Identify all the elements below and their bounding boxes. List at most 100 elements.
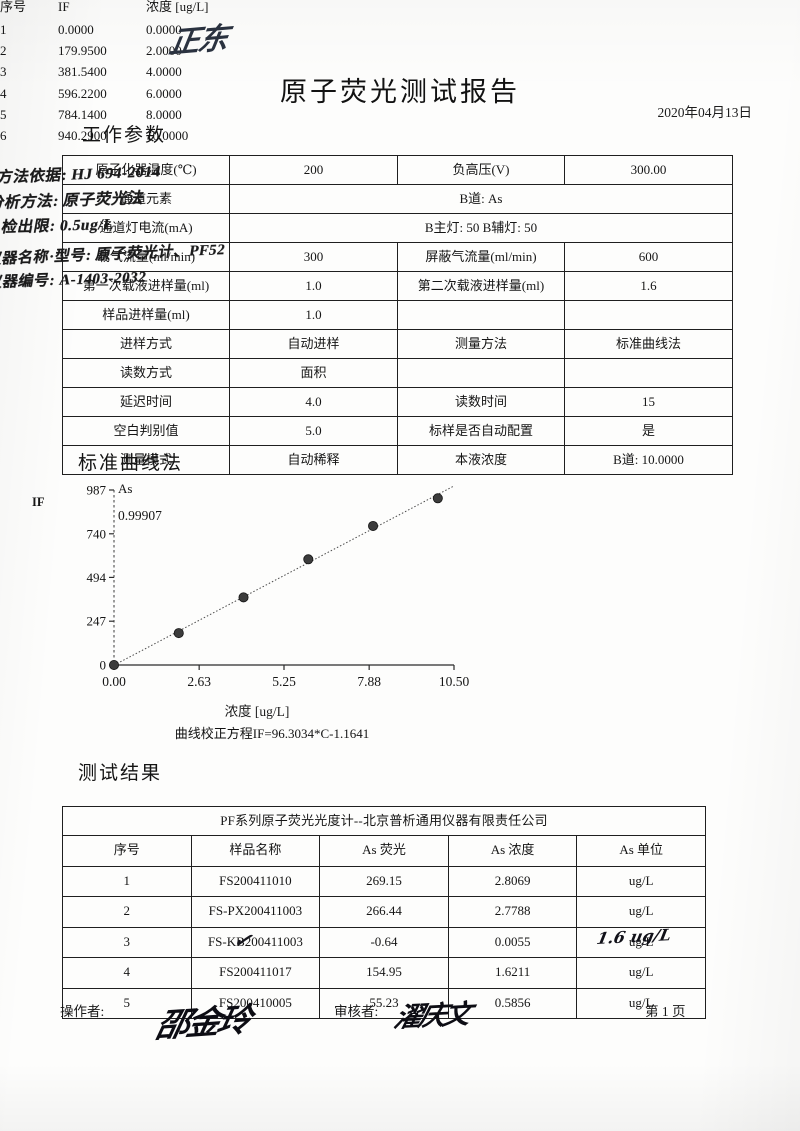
instrument-company: PF系列原子荧光光度计--北京普析通用仪器有限责任公司 <box>62 806 706 836</box>
param-label: 第一次载液进样量(ml) <box>62 271 230 301</box>
as-fluorescence: 269.15 <box>319 865 449 897</box>
sample-name: FS200410005 <box>190 987 321 1019</box>
chart-y-tick-label: 247 <box>87 614 107 629</box>
chart-correlation-value: 0.99907 <box>118 508 162 523</box>
page-title: 原子荧光测试报告 <box>280 77 520 107</box>
as-unit: ug/L <box>576 865 706 897</box>
param-label-2: 第二次载液进样量(ml) <box>397 271 565 301</box>
chart-y-tick-label: 0 <box>100 658 107 673</box>
param-label: 测量模式 <box>62 445 230 475</box>
calibration-chart: 0 247 494 740 987 0.00 2.63 5.25 7.88 10.50 <box>62 480 482 720</box>
operator-label: 操作者: <box>60 1004 105 1019</box>
param-value-2 <box>564 300 733 330</box>
chart-x-ticks: 0.00 2.63 5.25 7.88 10.50 <box>102 665 469 689</box>
param-value-wide: B道: As <box>229 184 733 214</box>
list-item: 5 784.1400 8.0000 <box>0 108 232 129</box>
param-value-2 <box>564 358 733 388</box>
param-label-2: 负高压(V) <box>397 155 565 185</box>
sample-name: FS-PX200411003 <box>190 896 321 928</box>
result-index: 2 <box>62 896 192 928</box>
table-row: 通道灯电流(mA) B主灯: 50 B辅灯: 50 <box>62 213 733 243</box>
as-unit: ug/L <box>576 896 706 928</box>
sample-name: FS200411017 <box>190 957 321 989</box>
as-unit: ug/L <box>576 987 706 1019</box>
result-column-header: As 单位 <box>576 835 706 867</box>
chart-data-points <box>109 493 443 670</box>
chart-y-tick-label: 494 <box>87 570 107 585</box>
list-item: 4 596.2200 6.0000 <box>0 87 232 108</box>
result-column-header: 样品名称 <box>190 835 321 867</box>
sample-name: FS200411010 <box>190 865 321 897</box>
param-label: 载气流量(ml/min) <box>62 242 230 272</box>
table-row: 测量模式 自动稀释 本液浓度 B道: 10.0000 <box>62 445 733 475</box>
calibration-index: 6 <box>0 127 7 143</box>
handwritten-top-mark: 正东 <box>166 21 230 61</box>
section-title-results: 测试结果 <box>78 763 163 784</box>
param-value-2: 15 <box>564 387 733 417</box>
calibration-index: 5 <box>0 106 7 122</box>
sample-name: FS-KB200411003 <box>190 926 321 958</box>
param-label-2: 屏蔽气流量(ml/min) <box>397 242 565 272</box>
param-value-2: 600 <box>564 242 733 272</box>
param-label-2: 读数时间 <box>397 387 565 417</box>
calibration-list: 序号 IF 浓度 [ug/L] 1 0.0000 0.0000 2 179.9500 2.… <box>0 0 232 150</box>
param-value-2: 是 <box>564 416 733 446</box>
calibration-header-if: IF <box>58 0 70 14</box>
chart-point <box>173 628 184 639</box>
as-concentration: 2.8069 <box>447 865 578 897</box>
page-number: 第 1 页 <box>645 1004 686 1019</box>
chart-x-axis-label: 浓度 [ug/L] <box>224 704 290 719</box>
param-label: 样品进样量(ml) <box>62 300 230 330</box>
chart-svg: 0 247 494 740 987 0.00 2.63 5.25 7.88 10.50 <box>87 483 470 690</box>
as-fluorescence: -0.64 <box>319 926 449 958</box>
list-item: 1 0.0000 0.0000 <box>0 23 232 44</box>
table-row: 进样方式 自动进样 测量方法 标准曲线法 <box>62 329 733 359</box>
table-row: 1 FS200411010 269.15 2.8069 ug/L <box>62 865 706 897</box>
footer: 操作者: 审核者: 第 1 页 <box>0 1000 800 1040</box>
chart-point <box>238 592 249 603</box>
param-value-2: 标准曲线法 <box>564 329 733 359</box>
table-row: 通道元素 B道: As <box>62 184 733 214</box>
section-title-parameters: 工作参数 <box>82 125 167 146</box>
result-index: 4 <box>62 957 192 989</box>
calibration-if: 596.2200 <box>58 85 107 101</box>
calibration-conc: 8.0000 <box>146 106 182 122</box>
chart-x-tick-label: 10.50 <box>439 674 470 689</box>
calibration-index: 2 <box>0 43 7 59</box>
param-value: 200 <box>229 155 398 185</box>
param-label-2 <box>397 300 565 330</box>
param-label: 延迟时间 <box>62 387 230 417</box>
param-value: 300 <box>229 242 398 272</box>
list-item: 3 381.5400 4.0000 <box>0 65 232 86</box>
table-row: 5 FS200410005 55.23 0.5856 ug/L <box>62 987 706 1019</box>
calibration-index: 4 <box>0 85 7 101</box>
result-header-row: 序号 样品名称 As 荧光 As 浓度 As 单位 <box>62 835 706 867</box>
chart-point <box>303 554 314 565</box>
chart-x-tick-label: 0.00 <box>102 674 126 689</box>
calibration-header-conc: 浓度 [ug/L] <box>146 0 209 14</box>
calibration-if: 784.1400 <box>58 106 107 122</box>
reviewer-label: 审核者: <box>334 1004 379 1019</box>
param-value: 5.0 <box>229 416 398 446</box>
table-row: 载气流量(ml/min) 300 屏蔽气流量(ml/min) 600 <box>62 242 733 272</box>
result-column-header: 序号 <box>62 835 192 867</box>
report-date: 2020年04月13日 <box>657 105 753 120</box>
test-results-table: PF系列原子荧光光度计--北京普析通用仪器有限责任公司 序号 样品名称 As 荧光 As… <box>62 806 706 1019</box>
table-row: 读数方式 面积 <box>62 358 733 388</box>
param-label-2 <box>397 358 565 388</box>
calibration-conc: 10.0000 <box>146 127 189 143</box>
as-fluorescence: 154.95 <box>319 957 449 989</box>
list-item: 6 940.2900 10.0000 <box>0 129 232 150</box>
calibration-conc: 6.0000 <box>146 85 182 101</box>
table-row: 空白判别值 5.0 标样是否自动配置是 <box>62 416 733 446</box>
handwritten-notes: 方法依据: HJ 694-2014 分析方法: 原子荧光法 检出限: 0.5ug/L… <box>0 150 800 291</box>
calibration-conc: 4.0000 <box>146 64 182 80</box>
as-concentration: 2.7788 <box>447 896 578 928</box>
as-unit: ug/L <box>576 926 706 958</box>
work-parameters-table: 原子化器温度(℃) 200 负高压(V) 300.00 通道元素 B道: As 通道灯电流(… <box>62 155 733 475</box>
result-index: 1 <box>62 865 192 897</box>
param-label: 通道元素 <box>62 184 230 214</box>
param-value: 4.0 <box>229 387 398 417</box>
table-row: 3 FS-KB200411003 -0.64 0.0055 ug/L <box>62 926 706 958</box>
param-value-2: 1.6 <box>564 271 733 301</box>
